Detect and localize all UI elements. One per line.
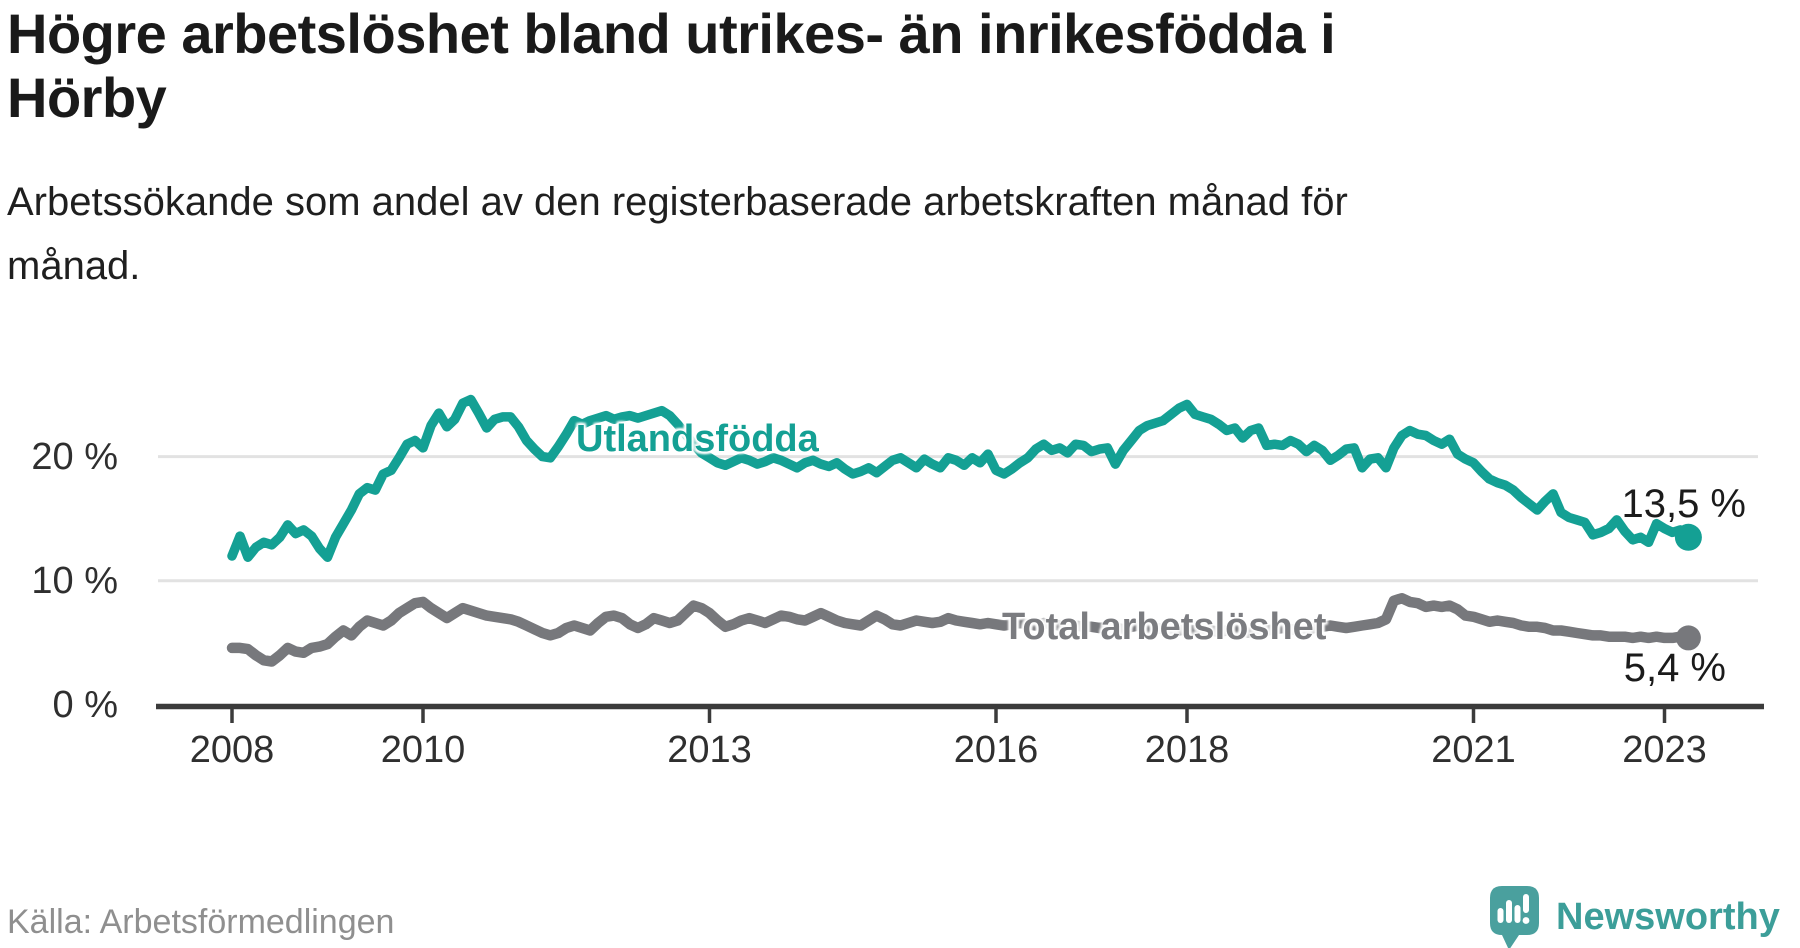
y-axis-label: 10 %	[31, 559, 118, 602]
y-axis-label: 20 %	[31, 435, 118, 478]
plot-layers	[156, 394, 1764, 723]
x-axis-label: 2023	[1622, 729, 1707, 771]
chart-title: Högre arbetslöshet bland utrikes- än inr…	[7, 2, 1336, 130]
series-end-dot-utlandsfodda	[1674, 523, 1702, 551]
chart-subtitle: Arbetssökande som andel av den registerb…	[7, 170, 1348, 298]
x-axis-label: 2018	[1144, 729, 1230, 771]
x-axis-label: 2013	[667, 729, 752, 771]
series-label-utlandsfodda: Utlandsfödda	[576, 418, 819, 460]
series-line-utlandsfodda	[227, 394, 1694, 562]
newsworthy-wordmark: Newsworthy	[1556, 896, 1780, 938]
x-axis-label: 2016	[953, 729, 1039, 771]
x-axis-label: 2008	[189, 729, 275, 771]
y-axis-label: 0 %	[52, 684, 118, 726]
series-label-total-arbetsloshet: Total arbetslöshet	[1002, 606, 1327, 648]
x-axis-label: 2021	[1431, 729, 1516, 771]
chart-subtitle-line2: månad.	[7, 244, 141, 288]
series-line-total	[226, 592, 1694, 667]
chart-title-line2: Hörby	[7, 66, 167, 129]
end-value-label-total: 5,4 %	[1623, 646, 1726, 690]
end-value-label-utlandsfodda: 13,5 %	[1621, 482, 1746, 526]
newsworthy-logo-icon	[1490, 886, 1539, 948]
chart-subtitle-line1: Arbetssökande som andel av den registerb…	[7, 180, 1348, 224]
chart-title-line1: Högre arbetslöshet bland utrikes- än inr…	[7, 2, 1336, 65]
x-axis-label: 2010	[380, 729, 466, 771]
source-note: Källa: Arbetsförmedlingen	[7, 903, 395, 941]
series-end-dot-total	[1675, 625, 1701, 651]
